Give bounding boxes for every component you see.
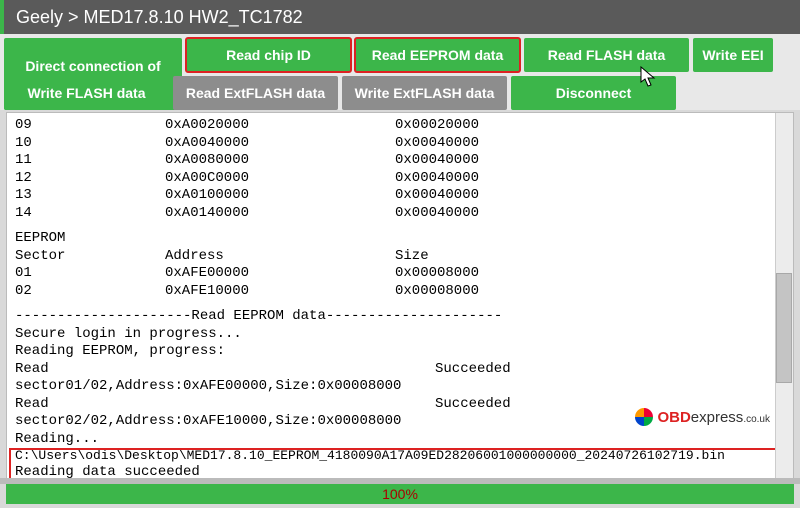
eeprom-header-row: Sector Address Size bbox=[15, 248, 785, 266]
write-eeprom-button[interactable]: Write EEI bbox=[693, 38, 773, 72]
table-row: 130xA01000000x00040000 bbox=[15, 187, 785, 205]
result-block: C:\Users\odis\Desktop\MED17.8.10_EEPROM_… bbox=[9, 448, 791, 482]
read-chip-id-button[interactable]: Read chip ID bbox=[186, 38, 351, 72]
table-row: 120xA00C00000x00040000 bbox=[15, 170, 785, 188]
log-panel: 090xA00200000x00020000100xA00400000x0004… bbox=[6, 112, 794, 490]
write-extflash-button[interactable]: Write ExtFLASH data bbox=[342, 76, 507, 110]
title-bar: Geely > MED17.8.10 HW2_TC1782 bbox=[0, 0, 800, 34]
scrollbar-thumb[interactable] bbox=[776, 273, 792, 383]
scrollbar[interactable] bbox=[775, 113, 793, 489]
disconnect-button[interactable]: Disconnect bbox=[511, 76, 676, 110]
table-row: 010xAFE000000x00008000 bbox=[15, 265, 785, 283]
watermark: OBDexpress.co.uk bbox=[635, 408, 770, 426]
read-eeprom-button[interactable]: Read EEPROM data bbox=[355, 38, 520, 72]
read-flash-button[interactable]: Read FLASH data bbox=[524, 38, 689, 72]
log-line: Reading... bbox=[15, 431, 785, 449]
table-row: 140xA01400000x00040000 bbox=[15, 205, 785, 223]
read-extflash-button[interactable]: Read ExtFLASH data bbox=[173, 76, 338, 110]
table-row: 020xAFE100000x00008000 bbox=[15, 283, 785, 301]
table-row: 110xA00800000x00040000 bbox=[15, 152, 785, 170]
eeprom-heading: EEPROM bbox=[15, 230, 785, 248]
log-line: Reading EEPROM, progress: bbox=[15, 343, 785, 361]
log-line: Read sector01/02,Address:0xAFE00000,Size… bbox=[15, 361, 785, 396]
progress-label: 100% bbox=[7, 485, 793, 503]
breadcrumb: Geely > MED17.8.10 HW2_TC1782 bbox=[16, 7, 303, 28]
log-divider: ---------------------Read EEPROM data---… bbox=[15, 308, 785, 326]
log-line: Secure login in progress... bbox=[15, 326, 785, 344]
output-path: C:\Users\odis\Desktop\MED17.8.10_EEPROM_… bbox=[15, 448, 785, 464]
table-row: 100xA00400000x00040000 bbox=[15, 135, 785, 153]
globe-icon bbox=[635, 408, 653, 426]
progress-bar: 100% bbox=[6, 484, 794, 504]
write-flash-button[interactable]: Write FLASH data bbox=[4, 76, 169, 110]
table-row: 090xA00200000x00020000 bbox=[15, 117, 785, 135]
